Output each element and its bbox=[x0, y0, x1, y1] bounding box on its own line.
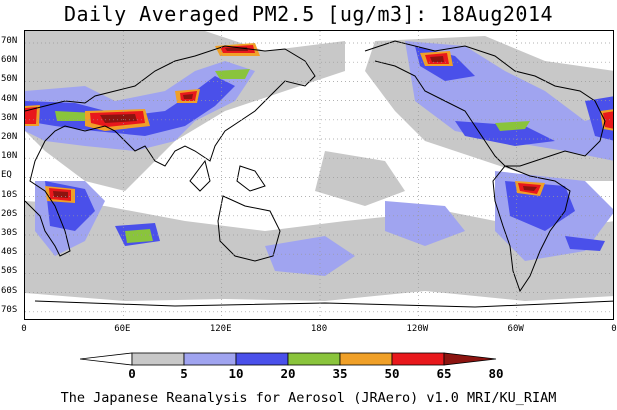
longitude-label: 120W bbox=[406, 324, 429, 334]
latitude-label: 70N bbox=[1, 36, 18, 46]
latitude-label: 10N bbox=[1, 151, 18, 162]
coastlines bbox=[25, 40, 613, 308]
colorbar-level-label: 0 bbox=[128, 366, 136, 381]
colorbar-segment bbox=[235, 352, 289, 366]
pm25-map bbox=[24, 30, 614, 320]
latitude-label: 10S bbox=[1, 189, 18, 200]
latitude-label: 50N bbox=[1, 74, 18, 85]
colorbar-level-label: 20 bbox=[280, 366, 296, 381]
longitude-label: 180 bbox=[310, 324, 328, 334]
chart-title: Daily Averaged PM2.5 [ug/m3]: 18Aug2014 bbox=[63, 2, 554, 26]
colorbar-level-label: 65 bbox=[436, 366, 452, 381]
longitude-label: 60W bbox=[507, 324, 524, 334]
latitude-label: 20S bbox=[1, 208, 18, 219]
colorbar-segment bbox=[131, 352, 185, 366]
colorbar-level-label: 5 bbox=[180, 366, 188, 381]
longitude-label: 0 bbox=[21, 324, 27, 334]
colorbar-level-label: 80 bbox=[488, 366, 504, 381]
colorbar-segment bbox=[339, 352, 393, 366]
colorbar-segment bbox=[391, 352, 445, 366]
footer-caption: The Japanese Reanalysis for Aerosol (JRA… bbox=[60, 390, 557, 406]
latitude-label: 40S bbox=[1, 247, 18, 258]
latitude-label: 60N bbox=[1, 55, 18, 66]
latitude-label: 30S bbox=[1, 228, 18, 238]
dark-red-plume-layer bbox=[53, 47, 537, 198]
latitude-label: 60S bbox=[1, 285, 18, 296]
colorbar-segment bbox=[287, 352, 341, 366]
colorbar-level-label: 50 bbox=[384, 366, 400, 381]
latitude-label: 30N bbox=[1, 112, 18, 123]
colorbar-min-triangle bbox=[80, 352, 133, 366]
latitude-label: 50S bbox=[1, 266, 18, 277]
colorbar-level-label: 35 bbox=[332, 366, 348, 381]
latitude-label: 20N bbox=[1, 132, 18, 142]
colorbar bbox=[80, 352, 497, 366]
colorbar-max-triangle bbox=[443, 352, 497, 366]
colorbar-segment bbox=[183, 352, 237, 366]
colorbar-level-label: 10 bbox=[228, 366, 244, 381]
gridlines bbox=[25, 31, 613, 319]
longitude-label: 0 bbox=[611, 324, 617, 334]
longitude-label: 60E bbox=[114, 324, 131, 334]
latitude-label: EQ bbox=[1, 170, 12, 181]
latitude-label: 40N bbox=[1, 93, 18, 104]
latitude-label: 70S bbox=[1, 304, 18, 315]
longitude-label: 120E bbox=[209, 324, 232, 334]
